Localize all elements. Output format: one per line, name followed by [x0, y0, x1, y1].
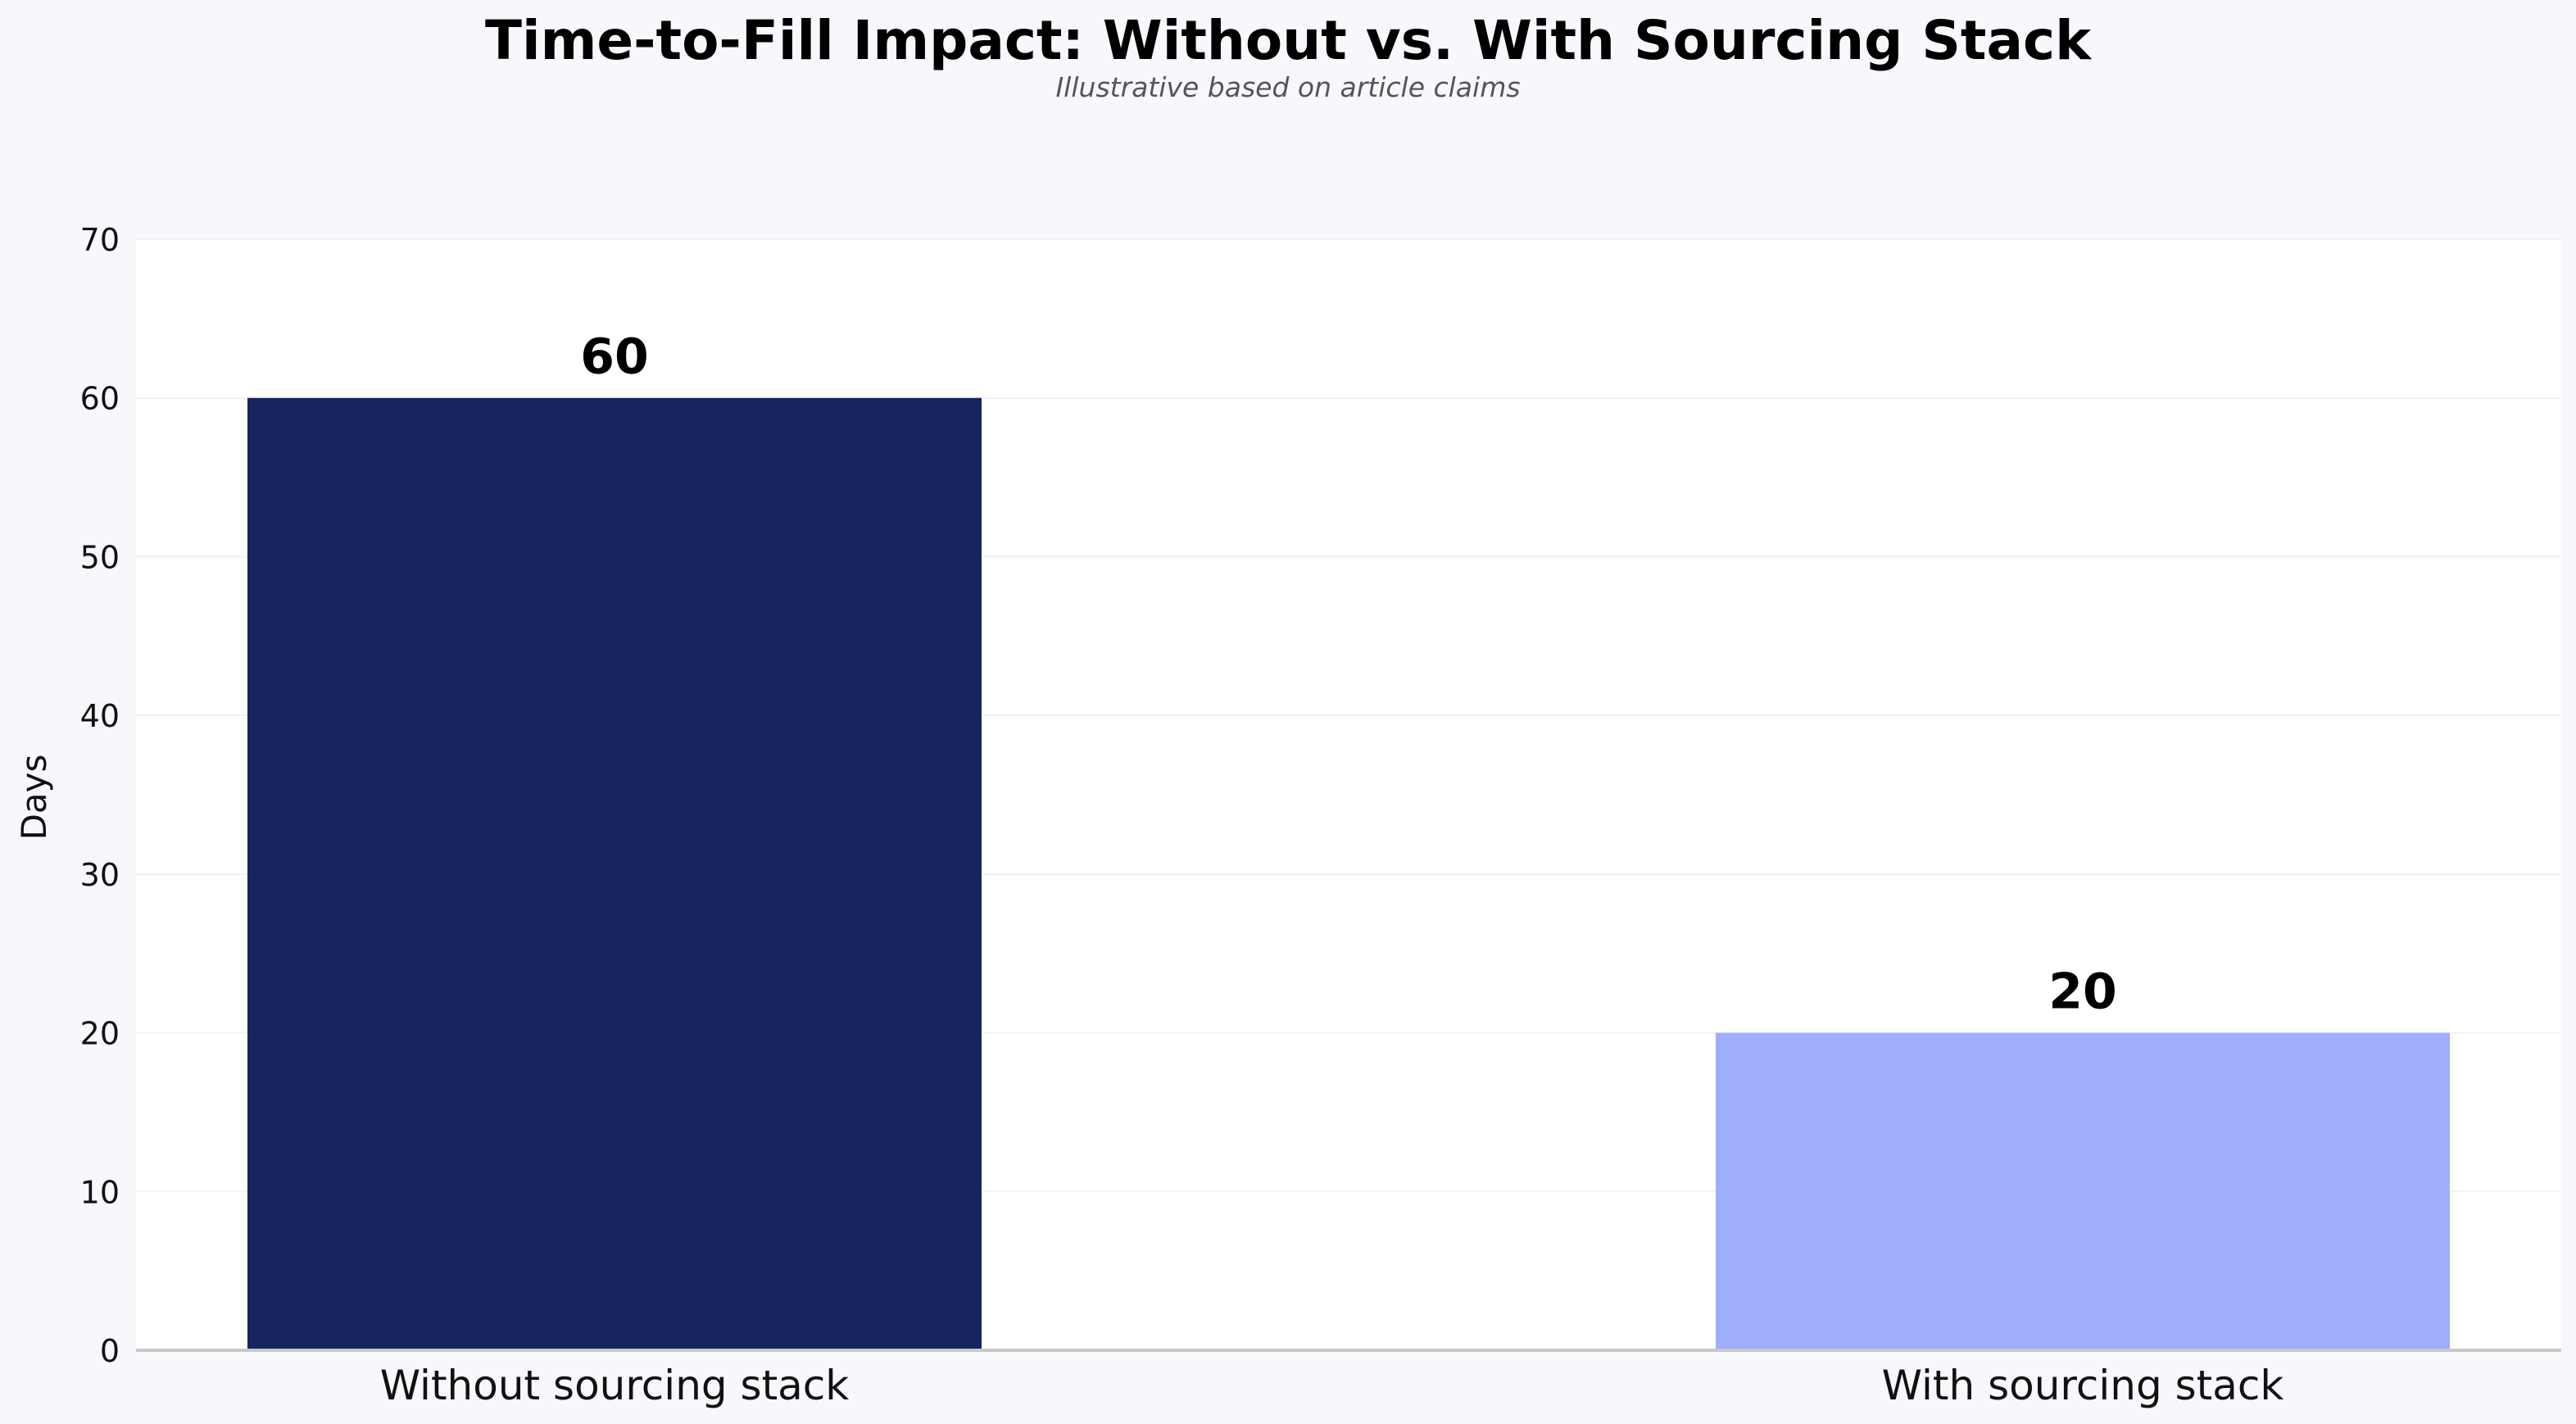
- x-category-label: With sourcing stack: [1882, 1362, 2284, 1409]
- y-tick-label: 70: [80, 222, 120, 258]
- chart-subtitle: Illustrative based on article claims: [1055, 71, 1520, 103]
- bars: [247, 397, 2450, 1350]
- bar: [247, 397, 982, 1350]
- data-labels: 60 20: [580, 329, 2117, 1021]
- y-tick-label: 40: [80, 698, 120, 734]
- y-tick-label: 30: [80, 857, 120, 893]
- y-tick-label: 60: [80, 381, 120, 417]
- y-axis-ticks: 0 10 20 30 40 50 60 70: [80, 222, 120, 1369]
- bar: [1716, 1032, 2450, 1350]
- bar-value-label: 60: [580, 329, 649, 386]
- y-tick-label: 20: [80, 1016, 120, 1052]
- bar-value-label: 20: [2048, 964, 2117, 1021]
- y-tick-label: 10: [80, 1174, 120, 1210]
- y-tick-label: 50: [80, 539, 120, 575]
- chart-title: Time-to-Fill Impact: Without vs. With So…: [485, 9, 2093, 72]
- y-tick-label: 0: [100, 1333, 120, 1369]
- x-axis-categories: Without sourcing stack With sourcing stac…: [380, 1362, 2284, 1409]
- x-category-label: Without sourcing stack: [380, 1362, 850, 1409]
- y-axis-label: Days: [14, 755, 54, 841]
